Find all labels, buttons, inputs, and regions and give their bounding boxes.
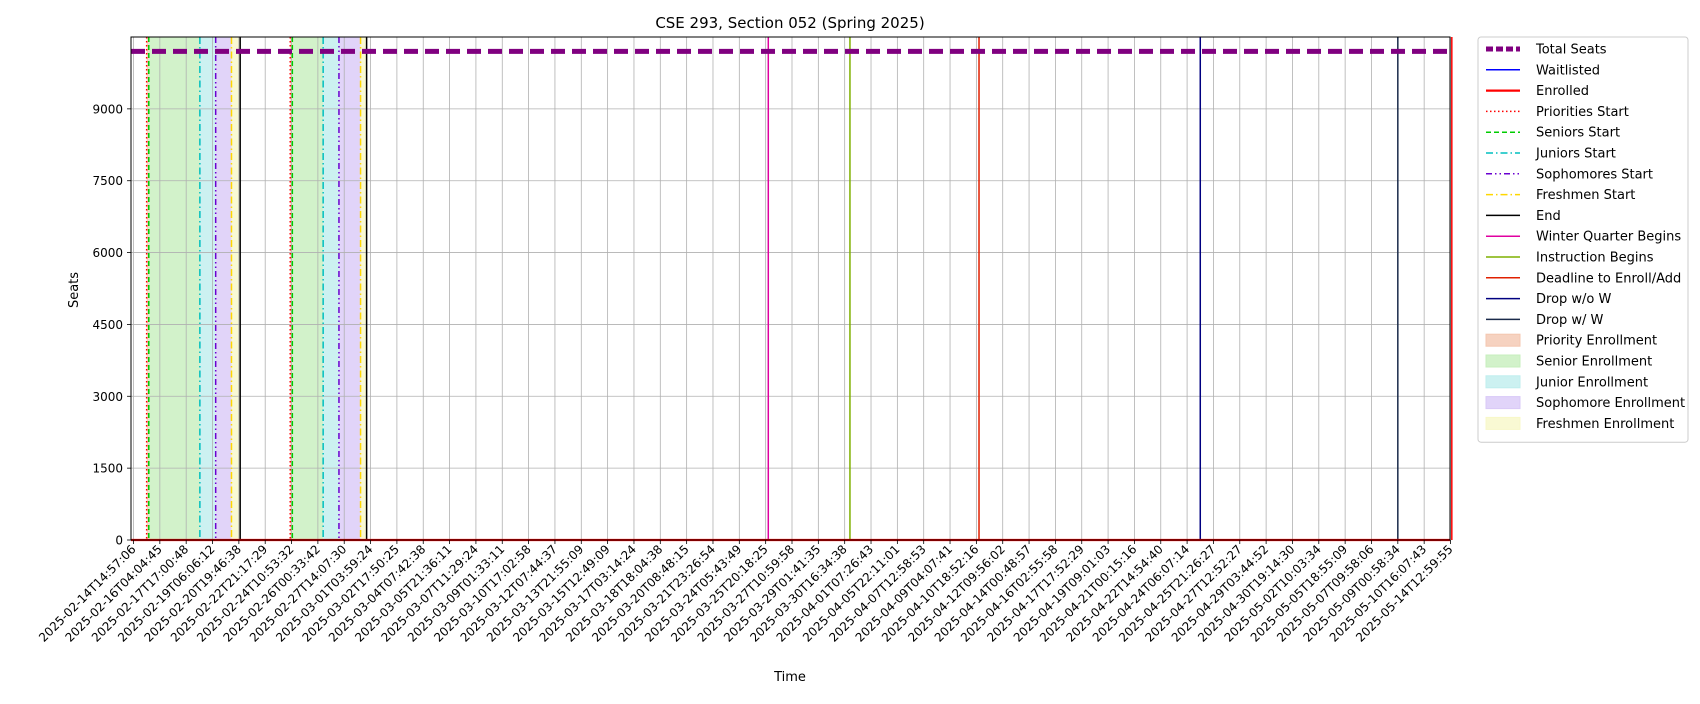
legend-label: Enrolled [1536,84,1589,99]
legend-label: Junior Enrollment [1535,375,1648,390]
shaded-region [146,37,149,540]
chart-title: CSE 293, Section 052 (Spring 2025) [655,14,924,32]
legend-label: Drop w/ W [1536,313,1604,328]
y-tick-label: 4500 [92,318,123,332]
legend-box [1477,36,1689,443]
shaded-region [338,37,361,540]
legend: Total Seats Waitlisted Enrolled Priorities … [1477,36,1689,443]
shaded-region [199,37,216,540]
legend-label: Sophomore Enrollment [1536,396,1685,411]
legend-label: Priorities Start [1536,105,1629,120]
legend-label: Sophomores Start [1536,167,1653,182]
y-tick-label: 0 [115,534,123,548]
legend-label: Seniors Start [1536,126,1620,141]
shaded-region [215,37,232,540]
shaded-region [323,37,339,540]
legend-label: Priority Enrollment [1536,334,1657,349]
shaded-region [292,37,324,540]
y-tick-label: 6000 [92,246,123,260]
legend-swatch [1485,375,1521,389]
legend-label: Waitlisted [1536,63,1600,78]
y-tick-label: 3000 [92,390,123,404]
legend-label: Winter Quarter Begins [1536,230,1681,245]
shaded-region [231,37,241,540]
legend-label: Drop w/o W [1536,292,1612,307]
legend-swatch [1485,354,1521,368]
legend-label: Senior Enrollment [1536,355,1652,370]
legend-swatch [1485,333,1521,347]
legend-label: Freshmen Start [1536,188,1635,203]
legend-label: Instruction Begins [1536,251,1654,266]
x-axis-label: Time [773,670,806,685]
legend-label: Total Seats [1535,43,1607,58]
legend-swatch [1485,416,1521,430]
y-tick-label: 1500 [92,462,123,476]
y-axis-label: Seats [67,272,82,308]
y-tick-label: 9000 [92,102,123,116]
shaded-region [148,37,200,540]
legend-label: Deadline to Enroll/Add [1536,271,1681,286]
legend-swatch [1485,396,1521,410]
legend-label: Freshmen Enrollment [1536,417,1674,432]
legend-label: Juniors Start [1535,147,1616,162]
legend-label: End [1536,209,1561,224]
y-tick-label: 7500 [92,174,123,188]
shaded-region [360,37,367,540]
plot-area: 01500300045006000750090002025-02-14T14:5… [36,36,1456,645]
plot-frame [130,36,1451,541]
